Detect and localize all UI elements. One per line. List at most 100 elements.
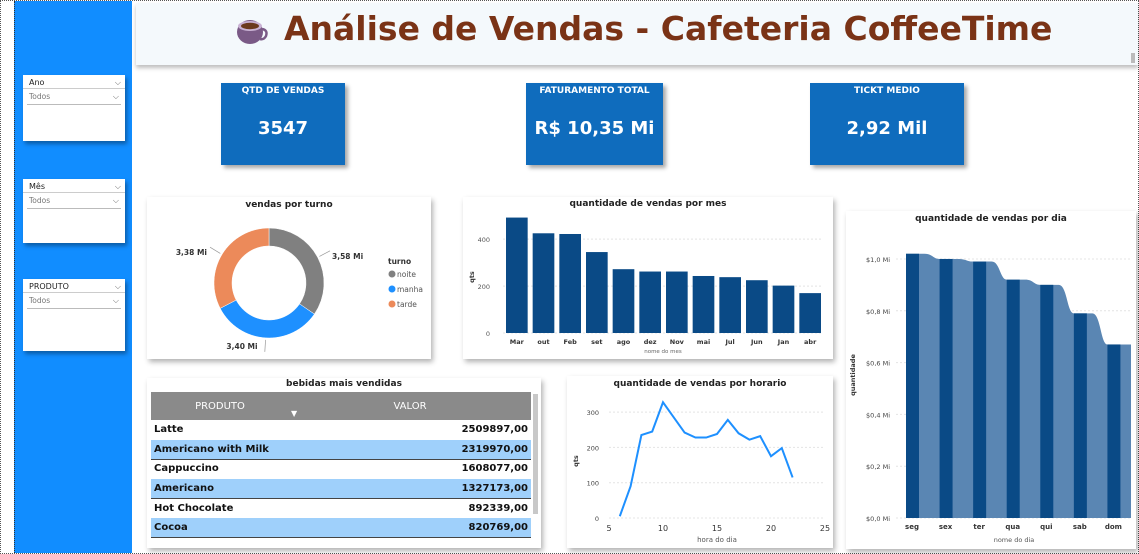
leader-line bbox=[265, 340, 266, 352]
legend-marker bbox=[389, 271, 396, 278]
cell-valor: 1327173,00 bbox=[289, 479, 531, 499]
x-tick-label: 25 bbox=[820, 524, 830, 533]
x-axis-label: nome do dia bbox=[994, 536, 1035, 544]
slicer-ano[interactable]: Ano ⌵ Todos ⌵ bbox=[23, 75, 125, 141]
chevron-down-icon[interactable]: ⌵ bbox=[115, 182, 121, 192]
cell-valor: 892339,00 bbox=[289, 498, 531, 518]
table-row[interactable]: Americano with Milk 2319970,00 bbox=[151, 440, 531, 460]
y-tick-label: $0,4 Mi bbox=[866, 411, 890, 419]
y-tick-label: 0 bbox=[595, 515, 599, 523]
table-row[interactable]: Cocoa 820769,00 bbox=[151, 518, 531, 538]
cell-produto: Cappuccino bbox=[151, 459, 289, 479]
bar-Jan bbox=[773, 286, 795, 333]
bar-Feb bbox=[559, 234, 581, 333]
bar-Nov bbox=[666, 272, 688, 333]
legend-marker bbox=[389, 301, 396, 308]
slicer-produto[interactable]: PRODUTO ⌵ Todos ⌵ bbox=[23, 279, 125, 351]
cell-valor: 1608077,00 bbox=[289, 459, 531, 479]
kpi-label: QTD DE VENDAS bbox=[221, 86, 345, 96]
bar-mai bbox=[693, 276, 715, 333]
x-tick-label: sex bbox=[939, 523, 953, 531]
filter-sidebar: Ano ⌵ Todos ⌵ Mês ⌵ Todos ⌵ PRODUTO ⌵ Todos ⌵ bbox=[14, 1, 132, 553]
bar-sex bbox=[940, 259, 953, 518]
series-line bbox=[620, 402, 793, 516]
leader-line bbox=[319, 251, 330, 257]
bar-ter bbox=[973, 262, 986, 518]
y-axis-label: quantidade bbox=[849, 354, 857, 396]
line-chart: 0 100 200 300 5 10 15 20 25 hora do dia qts bbox=[567, 376, 833, 548]
slicer-dropdown[interactable]: Todos ⌵ bbox=[27, 92, 121, 105]
kpi-label: FATURAMENTO TOTAL bbox=[526, 86, 663, 96]
y-tick-label: 200 bbox=[478, 283, 490, 291]
slicer-dropdown[interactable]: Todos ⌵ bbox=[27, 196, 121, 209]
x-tick-label: Jul bbox=[725, 338, 735, 346]
cell-valor: 820769,00 bbox=[289, 518, 531, 538]
table-row[interactable]: Americano 1327173,00 bbox=[151, 479, 531, 499]
bar-sab bbox=[1074, 313, 1087, 518]
table-title: bebidas mais vendidas bbox=[147, 379, 541, 389]
bar-chart-card: quantidade de vendas por mes 0 200 400 Mar o… bbox=[463, 197, 833, 359]
column-header-valor[interactable]: VALOR ▼ bbox=[289, 392, 531, 420]
kpi-ticket-medio: TICKT MEDIO 2,92 Mil bbox=[810, 83, 964, 165]
legend-entry: tarde bbox=[397, 300, 417, 309]
bar-set bbox=[586, 252, 608, 333]
slicer-value: Todos bbox=[29, 92, 50, 102]
cell-produto: Hot Chocolate bbox=[151, 498, 289, 518]
kpi-value: 3547 bbox=[221, 118, 345, 139]
scroll-handle[interactable] bbox=[1131, 53, 1135, 63]
x-tick-label: mai bbox=[697, 338, 710, 346]
slicer-label: Mês bbox=[29, 182, 45, 192]
bar-ago bbox=[613, 269, 635, 333]
slicer-value: Todos bbox=[29, 196, 50, 206]
x-tick-label: 20 bbox=[766, 524, 776, 533]
table-row[interactable]: Cappuccino 1608077,00 bbox=[151, 459, 531, 479]
x-tick-label: abr bbox=[804, 338, 817, 346]
x-tick-label: seg bbox=[905, 523, 919, 531]
x-tick-label: out bbox=[537, 338, 549, 346]
chevron-down-icon[interactable]: ⌵ bbox=[115, 78, 121, 88]
bar-seg bbox=[906, 254, 919, 518]
donut-chart-card: vendas por turno 3,58 Mi 3,40 Mi 3,38 Mi tu… bbox=[147, 197, 431, 359]
cell-valor: 2319970,00 bbox=[289, 440, 531, 460]
kpi-value: 2,92 Mil bbox=[810, 118, 964, 139]
kpi-label: TICKT MEDIO bbox=[810, 86, 964, 96]
y-tick-label: 200 bbox=[587, 444, 599, 452]
x-tick-label: qui bbox=[1040, 523, 1052, 531]
y-axis-label: qts bbox=[572, 455, 580, 467]
coffee-cup-icon bbox=[234, 13, 268, 47]
donut-slice-manha bbox=[220, 300, 314, 338]
y-tick-label: 100 bbox=[587, 480, 599, 488]
table-row[interactable]: Hot Chocolate 892339,00 bbox=[151, 498, 531, 518]
top-drinks-table-card: bebidas mais vendidas PRODUTO VALOR ▼ Lat… bbox=[147, 378, 541, 548]
day-chart-card: quantidade de vendas por dia $0,0 Mi $0,2… bbox=[846, 211, 1136, 549]
column-header-produto[interactable]: PRODUTO bbox=[151, 392, 289, 420]
x-tick-label: Mar bbox=[510, 338, 525, 346]
x-tick-label: ter bbox=[973, 523, 985, 531]
y-tick-label: $0,0 Mi bbox=[866, 515, 890, 523]
chevron-down-icon: ⌵ bbox=[113, 296, 119, 306]
x-tick-label: qua bbox=[1005, 523, 1020, 531]
x-tick-label: 5 bbox=[606, 524, 611, 533]
slicer-dropdown[interactable]: Todos ⌵ bbox=[27, 296, 121, 309]
y-axis-label: qts bbox=[468, 271, 476, 283]
chevron-down-icon[interactable]: ⌵ bbox=[115, 282, 121, 292]
leader-line bbox=[210, 247, 220, 253]
table-scrollbar[interactable] bbox=[533, 394, 538, 514]
table-row[interactable]: Latte 2509897,00 bbox=[151, 420, 531, 440]
y-tick-label: $0,2 Mi bbox=[866, 463, 890, 471]
legend-entry: noite bbox=[397, 270, 416, 279]
cell-valor: 2509897,00 bbox=[289, 420, 531, 440]
legend-marker bbox=[389, 286, 396, 293]
slicer-label: PRODUTO bbox=[29, 282, 69, 292]
x-tick-label: Jun bbox=[750, 338, 763, 346]
x-tick-label: Nov bbox=[670, 338, 685, 346]
y-tick-label: 0 bbox=[486, 330, 490, 338]
y-tick-label: $0,6 Mi bbox=[866, 360, 890, 368]
line-chart-card: quantidade de vendas por horario 0 100 200… bbox=[567, 376, 833, 548]
bar-dez bbox=[639, 272, 661, 333]
slicer-label: Ano bbox=[29, 78, 44, 88]
data-label: 3,40 Mi bbox=[226, 342, 257, 351]
slicer-mes[interactable]: Mês ⌵ Todos ⌵ bbox=[23, 179, 125, 243]
x-axis-label: nome do mes bbox=[644, 349, 682, 355]
y-tick-label: $1,0 Mi bbox=[866, 256, 890, 264]
